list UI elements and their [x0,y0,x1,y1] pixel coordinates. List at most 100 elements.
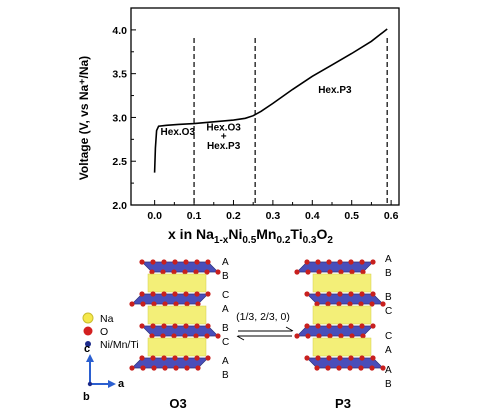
oxygen-atom [161,323,167,329]
oxygen-atom [315,355,321,361]
o3-stacking-letter: A [222,304,229,315]
oxygen-atom [358,365,364,371]
oxygen-atom [193,269,199,275]
oxygen-atom [171,333,177,339]
oxygen-atom [205,259,211,265]
oxygen-atom [359,323,365,329]
p3-stacking-letter: A [385,345,392,356]
sodium-layer [312,305,372,325]
oxygen-atom [215,269,221,275]
oxygen-atom [205,291,211,297]
oxygen-atom [304,355,310,361]
phase-region-label: Hex.O3 [206,123,241,134]
x-tick-label: 0.4 [305,210,320,222]
oxygen-atom [315,259,321,265]
o3-stacking-letter: B [222,271,229,282]
transition-vector-label: (1/3, 2/3, 0) [236,311,290,323]
x-tick-label: 0.3 [266,210,281,222]
o3-stacking-letter: C [222,290,229,301]
oxygen-atom [315,291,321,297]
oxygen-atom [338,269,344,275]
oxygen-atom [316,333,322,339]
oxygen-atom [194,259,200,265]
oxygen-atom [149,333,155,339]
legend-label: O [100,326,108,338]
oxygen-atom [315,323,321,329]
oxygen-atom [370,291,376,297]
oxygen-atom [150,291,156,297]
phase-region-label: Hex.O3 [161,127,196,138]
phase-region-label: + [221,131,227,142]
oxygen-atom [204,269,210,275]
oxygen-atom [326,291,332,297]
oxygen-atom [327,333,333,339]
oxygen-atom [349,269,355,275]
oxygen-atom [326,323,332,329]
reverse-arrowhead [236,335,245,341]
plot-frame [130,7,400,206]
oxygen-atom [172,291,178,297]
oxygen-atom [380,301,386,307]
b-axis-dot [87,381,93,387]
phase-region-label: Hex.P3 [207,141,241,152]
oxygen-atom [370,259,376,265]
oxygen-atom [369,301,375,307]
oxygen-atom [347,301,353,307]
oxygen-atom [337,259,343,265]
p3-stacking-letter: A [385,365,392,376]
oxygen-atom [304,259,310,265]
oxygen-atom [173,365,179,371]
oxygen-atom [326,355,332,361]
oxygen-atom [172,323,178,329]
oxygen-atom [193,333,199,339]
a-axis-label: a [118,378,125,390]
oxygen-atom [305,333,311,339]
oxygen-atom [358,301,364,307]
x-tick-label: 0.0 [147,210,162,222]
p3-stacking-letter: B [385,292,392,303]
y-tick-label: 4.0 [112,25,127,37]
o3-stacking-letter: B [222,323,229,334]
oxygen-atom [162,301,168,307]
oxygen-atom [359,291,365,297]
oxygen-atom [359,259,365,265]
oxygen-atom [182,333,188,339]
oxygen-atom [194,323,200,329]
oxygen-atom [314,365,320,371]
oxygen-atom [338,333,344,339]
oxygen-atom [327,269,333,275]
o3-structure-label: O3 [169,396,186,411]
oxygen-atom [325,301,331,307]
oxygen-atom [150,355,156,361]
oxygen-atom [336,301,342,307]
o3-stacking-letter: A [222,356,229,367]
oxygen-atom [183,291,189,297]
oxygen-atom [304,323,310,329]
oxygen-atom [348,323,354,329]
x-tick-label: 0.6 [384,210,399,222]
c-axis-label: c [84,343,90,355]
oxygen-atom [184,365,190,371]
oxygen-atom [151,365,157,371]
oxygen-atom [150,259,156,265]
oxygen-atom [195,365,201,371]
x-tick-label: 0.1 [187,210,202,222]
p3-structure-label: P3 [335,396,351,411]
oxygen-atom [162,365,168,371]
oxygen-atom [359,355,365,361]
o3-stacking-letter: A [222,257,229,268]
sodium-layer [147,305,207,325]
oxygen-atom [316,269,322,275]
oxygen-atom [195,301,201,307]
oxygen-atom [183,259,189,265]
oxygen-atom [150,323,156,329]
oxygen-atom [194,355,200,361]
oxygen-atom [139,323,145,329]
oxygen-atom [204,333,210,339]
forward-arrowhead [285,326,294,332]
oxygen-atom [149,269,155,275]
voltage-curve [153,28,388,173]
oxygen-atom [139,259,145,265]
